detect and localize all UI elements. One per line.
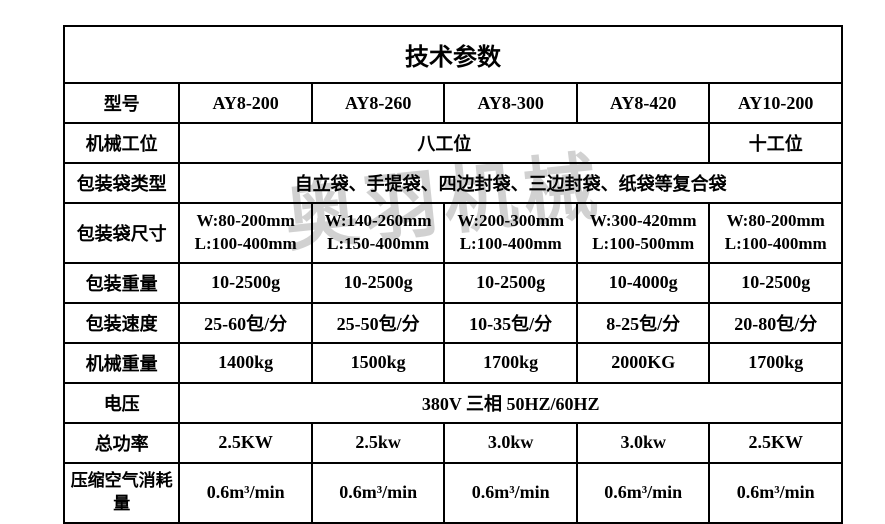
cell-packspeed-2: 10-35包/分	[444, 303, 577, 343]
bagtype-row: 包装袋类型 自立袋、手提袋、四边封袋、三边封袋、纸袋等复合袋	[64, 163, 842, 203]
cell-bagsize-4: W:80-200mm L:100-400mm	[709, 203, 842, 263]
cell-packspeed-0: 25-60包/分	[179, 303, 312, 343]
cell-packweight-3: 10-4000g	[577, 263, 710, 303]
cell-packweight-4: 10-2500g	[709, 263, 842, 303]
cell-totalpower-3: 3.0kw	[577, 423, 710, 463]
cell-bagsize-1: W:140-260mm L:150-400mm	[312, 203, 445, 263]
cell-bagsize-0: W:80-200mm L:100-400mm	[179, 203, 312, 263]
cell-machineweight-4: 1700kg	[709, 343, 842, 383]
cell-model-0: AY8-200	[179, 83, 312, 123]
cell-packweight-2: 10-2500g	[444, 263, 577, 303]
cell-machineweight-0: 1400kg	[179, 343, 312, 383]
header-voltage: 电压	[64, 383, 179, 423]
header-machineweight: 机械重量	[64, 343, 179, 383]
header-packspeed: 包装速度	[64, 303, 179, 343]
cell-model-4: AY10-200	[709, 83, 842, 123]
packweight-row: 包装重量 10-2500g 10-2500g 10-2500g 10-4000g…	[64, 263, 842, 303]
title-row: 技术参数	[64, 26, 842, 83]
voltage-row: 电压 380V 三相 50HZ/60HZ	[64, 383, 842, 423]
cell-bagsize-2: W:200-300mm L:100-400mm	[444, 203, 577, 263]
cell-voltage: 380V 三相 50HZ/60HZ	[179, 383, 842, 423]
cell-bagsize-3: W:300-420mm L:100-500mm	[577, 203, 710, 263]
cell-packspeed-3: 8-25包/分	[577, 303, 710, 343]
cell-airconsumption-3: 0.6m³/min	[577, 463, 710, 523]
station-row: 机械工位 八工位 十工位	[64, 123, 842, 163]
bagsize-w: W:140-260mm	[325, 211, 432, 230]
cell-packweight-1: 10-2500g	[312, 263, 445, 303]
cell-totalpower-2: 3.0kw	[444, 423, 577, 463]
bagsize-row: 包装袋尺寸 W:80-200mm L:100-400mm W:140-260mm L…	[64, 203, 842, 263]
header-bagtype: 包装袋类型	[64, 163, 179, 203]
cell-airconsumption-2: 0.6m³/min	[444, 463, 577, 523]
bagsize-w: W:80-200mm	[727, 211, 825, 230]
bagsize-w: W:200-300mm	[457, 211, 564, 230]
header-totalpower: 总功率	[64, 423, 179, 463]
bagsize-l: L:100-400mm	[195, 234, 297, 253]
bagsize-w: W:300-420mm	[590, 211, 697, 230]
cell-airconsumption-1: 0.6m³/min	[312, 463, 445, 523]
cell-bagtype: 自立袋、手提袋、四边封袋、三边封袋、纸袋等复合袋	[179, 163, 842, 203]
cell-airconsumption-0: 0.6m³/min	[179, 463, 312, 523]
cell-packspeed-4: 20-80包/分	[709, 303, 842, 343]
cell-model-3: AY8-420	[577, 83, 710, 123]
cell-machineweight-2: 1700kg	[444, 343, 577, 383]
machineweight-row: 机械重量 1400kg 1500kg 1700kg 2000KG 1700kg	[64, 343, 842, 383]
cell-station-ten: 十工位	[709, 123, 842, 163]
packspeed-row: 包装速度 25-60包/分 25-50包/分 10-35包/分 8-25包/分 …	[64, 303, 842, 343]
cell-machineweight-1: 1500kg	[312, 343, 445, 383]
cell-model-1: AY8-260	[312, 83, 445, 123]
bagsize-w: W:80-200mm	[197, 211, 295, 230]
header-station: 机械工位	[64, 123, 179, 163]
cell-station-eight: 八工位	[179, 123, 709, 163]
spec-table: 技术参数 型号 AY8-200 AY8-260 AY8-300 AY8-420 …	[63, 25, 843, 524]
header-airconsumption: 压缩空气消耗量	[64, 463, 179, 523]
cell-totalpower-4: 2.5KW	[709, 423, 842, 463]
header-packweight: 包装重量	[64, 263, 179, 303]
bagsize-l: L:150-400mm	[327, 234, 429, 253]
header-bagsize: 包装袋尺寸	[64, 203, 179, 263]
cell-totalpower-0: 2.5KW	[179, 423, 312, 463]
table-title: 技术参数	[64, 26, 842, 83]
cell-packweight-0: 10-2500g	[179, 263, 312, 303]
model-row: 型号 AY8-200 AY8-260 AY8-300 AY8-420 AY10-…	[64, 83, 842, 123]
airconsumption-row: 压缩空气消耗量 0.6m³/min 0.6m³/min 0.6m³/min 0.…	[64, 463, 842, 523]
cell-totalpower-1: 2.5kw	[312, 423, 445, 463]
bagsize-l: L:100-400mm	[725, 234, 827, 253]
bagsize-l: L:100-500mm	[592, 234, 694, 253]
header-model: 型号	[64, 83, 179, 123]
cell-machineweight-3: 2000KG	[577, 343, 710, 383]
cell-model-2: AY8-300	[444, 83, 577, 123]
cell-packspeed-1: 25-50包/分	[312, 303, 445, 343]
totalpower-row: 总功率 2.5KW 2.5kw 3.0kw 3.0kw 2.5KW	[64, 423, 842, 463]
cell-airconsumption-4: 0.6m³/min	[709, 463, 842, 523]
bagsize-l: L:100-400mm	[460, 234, 562, 253]
